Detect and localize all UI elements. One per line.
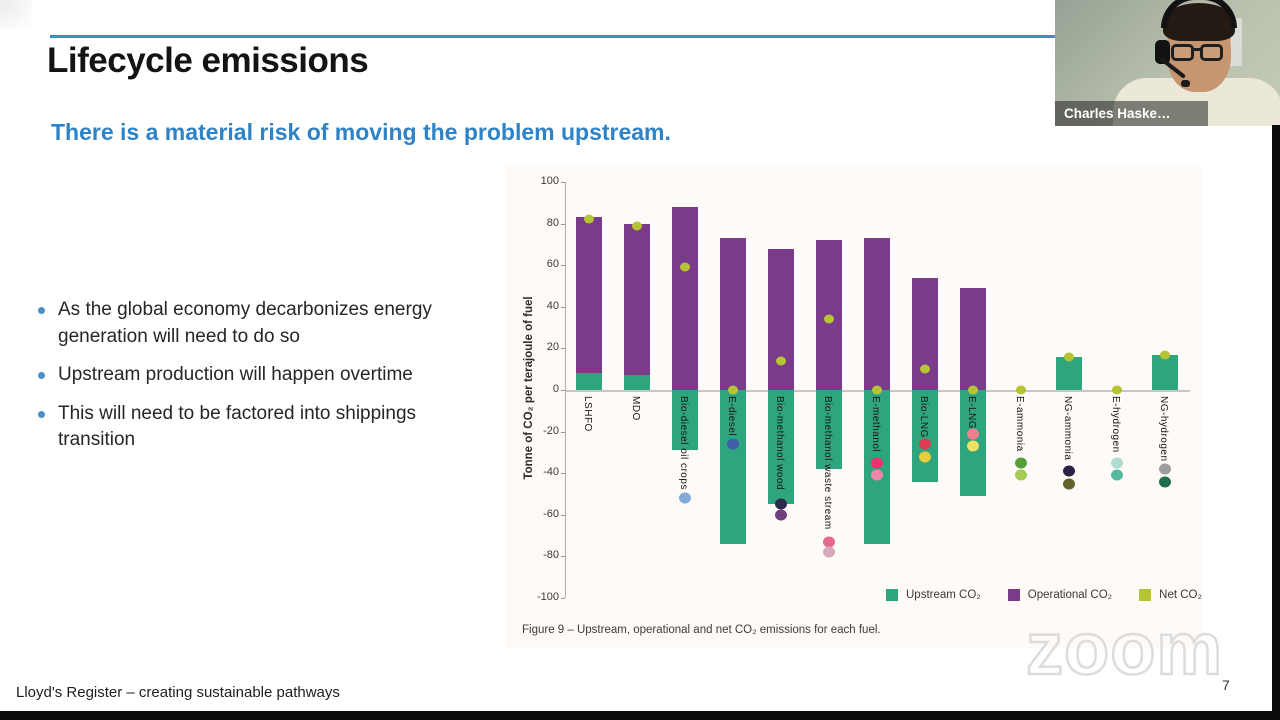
- bottom-letterbox-bar: [0, 711, 1280, 720]
- glasses-icon: [1171, 44, 1229, 62]
- headset-icon: [1161, 0, 1237, 28]
- bullet-icon: [38, 307, 45, 314]
- list-item: As the global economy decarbonizes energ…: [38, 297, 448, 350]
- bullet-text: This will need to be factored into shipp…: [58, 402, 417, 451]
- slide-footer: Lloyd's Register – creating sustainable …: [16, 684, 340, 701]
- bullet-list: As the global economy decarbonizes energ…: [38, 297, 448, 466]
- right-letterbox-bar: [1272, 125, 1280, 720]
- headset-earcup-icon: [1155, 40, 1170, 64]
- legend-label: Upstream CO₂: [906, 589, 981, 601]
- list-item: Upstream production will happen overtime: [38, 362, 448, 389]
- bullet-text: Upstream production will happen overtime: [58, 364, 413, 385]
- legend-label: Operational CO₂: [1027, 589, 1113, 601]
- list-item: This will need to be factored into shipp…: [38, 401, 448, 454]
- figure-caption: Figure 9 – Upstream, operational and net…: [522, 624, 881, 636]
- zoom-watermark: zoom: [1025, 607, 1224, 690]
- webcam-tile[interactable]: Charles Haske…: [1055, 0, 1280, 126]
- bullet-text: As the global economy decarbonizes energ…: [58, 299, 432, 347]
- chart-legend: Upstream CO₂ Operational CO₂ Net CO₂: [886, 589, 1202, 601]
- chart-y-axis-label: Tonne of CO₂ per terajoule of fuel: [523, 296, 535, 480]
- legend-label: Net CO₂: [1159, 589, 1202, 601]
- legend-item: Net CO₂: [1139, 589, 1202, 601]
- page-number: 7: [1222, 677, 1230, 693]
- participant-name-label: Charles Haske…: [1055, 101, 1208, 126]
- legend-item: Operational CO₂: [1007, 589, 1113, 601]
- legend-swatch-icon: [1007, 589, 1020, 601]
- legend-item: Upstream CO₂: [886, 589, 981, 601]
- title-accent-line: [50, 35, 1056, 38]
- bullet-icon: [38, 372, 45, 379]
- bullet-icon: [38, 410, 45, 418]
- mic-icon: [1181, 80, 1190, 87]
- corner-artifact: [0, 0, 32, 28]
- legend-swatch-icon: [1139, 589, 1152, 601]
- legend-swatch-icon: [886, 589, 898, 601]
- page-title: Lifecycle emissions: [47, 41, 369, 80]
- chart-figure-background: [505, 166, 1202, 648]
- slide-subtitle: There is a material risk of moving the p…: [51, 119, 671, 145]
